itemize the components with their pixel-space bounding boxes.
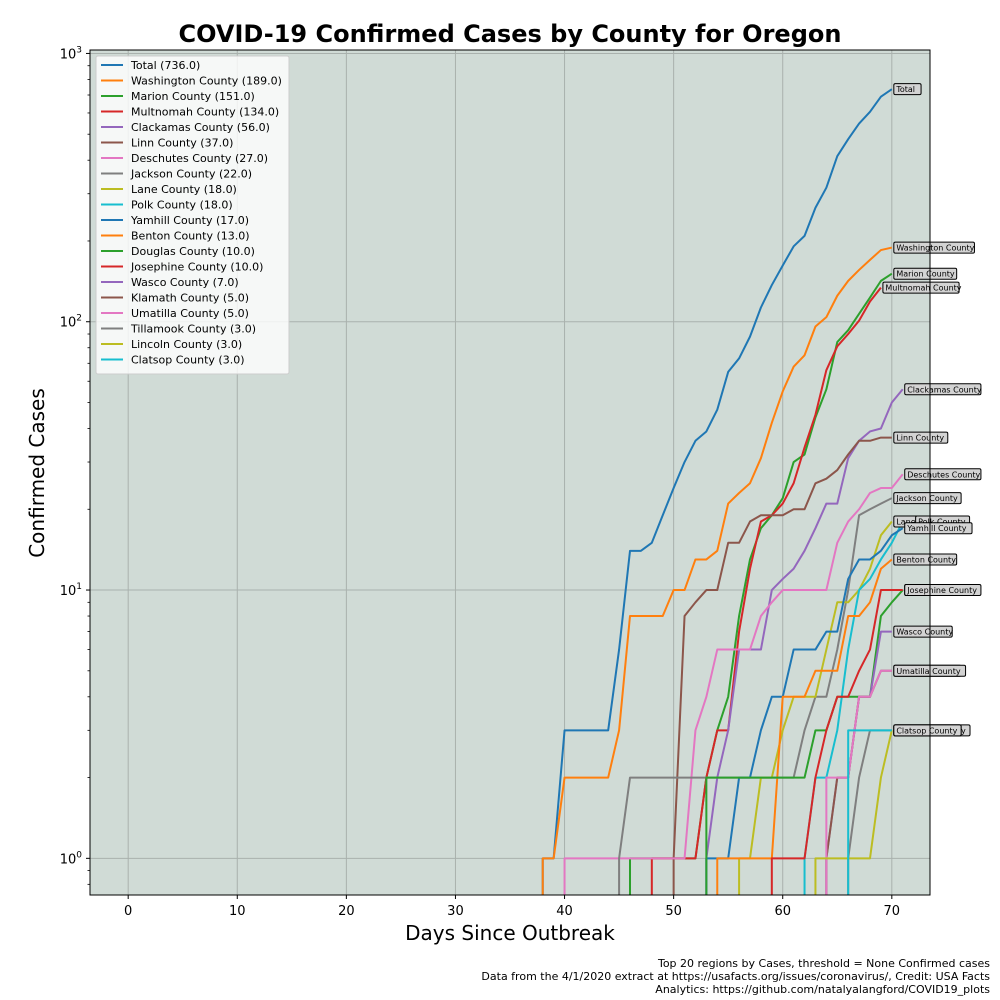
x-tick-label: 30 bbox=[447, 904, 464, 919]
legend-item: Josephine County (10.0) bbox=[130, 261, 263, 274]
series-line bbox=[847, 729, 892, 895]
series-label-box bbox=[904, 468, 982, 481]
series-label-box bbox=[893, 267, 958, 280]
x-tick-label: 50 bbox=[665, 904, 682, 919]
series-label-box bbox=[882, 281, 960, 294]
series-label: Multnomah County bbox=[885, 284, 961, 293]
legend-item: Wasco County (7.0) bbox=[131, 276, 239, 289]
series-line bbox=[825, 669, 892, 895]
series-label: Yamhill County bbox=[906, 524, 967, 533]
legend-item: Klamath County (5.0) bbox=[131, 292, 249, 305]
legend-item: Deschutes County (27.0) bbox=[131, 152, 268, 165]
legend-item: Benton County (13.0) bbox=[131, 230, 250, 243]
series-line bbox=[563, 473, 904, 895]
legend-item: Clatsop County (3.0) bbox=[131, 354, 244, 367]
plot-area: Total Washington County Marion County Multn… bbox=[60, 45, 982, 919]
series-label: Benton County bbox=[896, 555, 956, 564]
series-label: Linn County bbox=[896, 434, 944, 443]
series-line bbox=[541, 88, 893, 895]
x-tick-label: 0 bbox=[124, 904, 132, 919]
series-label-box bbox=[893, 553, 958, 566]
chart: COVID-19 Confirmed Cases by County for O… bbox=[25, 20, 982, 945]
legend-item: Clackamas County (56.0) bbox=[131, 121, 270, 134]
series-label-box bbox=[893, 724, 962, 737]
series-label: Jackson County bbox=[895, 494, 958, 503]
legend-item: Total (736.0) bbox=[130, 59, 200, 72]
legend-box bbox=[95, 55, 290, 375]
series-label: Polk County bbox=[918, 518, 966, 527]
legend-item: Polk County (18.0) bbox=[131, 199, 233, 212]
legend-item: Lincoln County (3.0) bbox=[131, 338, 242, 351]
legend-item: Umatilla County (5.0) bbox=[131, 307, 249, 320]
series-label: Josephine County bbox=[906, 586, 977, 595]
series-line bbox=[716, 558, 893, 895]
series-line bbox=[672, 436, 892, 895]
series-label: Total bbox=[895, 85, 915, 94]
legend-item: Marion County (151.0) bbox=[131, 90, 255, 103]
series-label-box bbox=[904, 522, 973, 535]
legend-item: Jackson County (22.0) bbox=[130, 168, 252, 181]
series-label-box bbox=[893, 625, 953, 638]
x-tick-label: 60 bbox=[774, 904, 791, 919]
x-tick-label: 10 bbox=[229, 904, 246, 919]
series-label: Deschutes County bbox=[907, 470, 980, 479]
series-label: Wasco County bbox=[896, 628, 953, 637]
series-label-box bbox=[904, 584, 982, 597]
legend-item: Douglas County (10.0) bbox=[131, 245, 255, 258]
series-label-box bbox=[904, 383, 982, 396]
series-line bbox=[770, 589, 903, 895]
legend-item: Yamhill County (17.0) bbox=[130, 214, 249, 227]
series-label-box bbox=[893, 431, 949, 444]
series-line bbox=[541, 246, 893, 895]
x-axis-label: Days Since Outbreak bbox=[405, 921, 615, 945]
x-tick-label: 70 bbox=[884, 904, 901, 919]
series-label-box bbox=[893, 83, 922, 96]
legend-item: Lane County (18.0) bbox=[131, 183, 237, 196]
series-label: Clatsop County bbox=[896, 726, 957, 735]
footer-line: Top 20 regions by Cases, threshold = Non… bbox=[657, 957, 990, 970]
series-line bbox=[738, 520, 893, 895]
y-axis-label: Confirmed Cases bbox=[25, 388, 49, 558]
series-label-box bbox=[893, 241, 975, 254]
legend-item: Washington County (189.0) bbox=[131, 75, 282, 88]
x-tick-label: 20 bbox=[338, 904, 355, 919]
plot-frame bbox=[89, 49, 931, 896]
series-label: Washington County bbox=[896, 244, 974, 253]
series-label: Marion County bbox=[896, 270, 955, 279]
chart-title: COVID-19 Confirmed Cases by County for O… bbox=[179, 20, 842, 48]
series-line bbox=[705, 388, 904, 895]
legend-item: Tillamook County (3.0) bbox=[130, 323, 256, 336]
legend-item: Multnomah County (134.0) bbox=[131, 106, 279, 119]
chart-footer: Top 20 regions by Cases, threshold = Non… bbox=[481, 957, 990, 996]
series-label-box bbox=[893, 492, 962, 505]
series-label: Clackamas County bbox=[907, 385, 982, 394]
series-line bbox=[705, 527, 904, 895]
footer-line: Analytics: https://github.com/natalyalan… bbox=[655, 983, 990, 996]
x-tick-label: 40 bbox=[556, 904, 573, 919]
legend-item: Linn County (37.0) bbox=[131, 137, 233, 150]
series-label: Umatilla County bbox=[896, 667, 961, 676]
footer-line: Data from the 4/1/2020 extract at https:… bbox=[481, 970, 990, 983]
